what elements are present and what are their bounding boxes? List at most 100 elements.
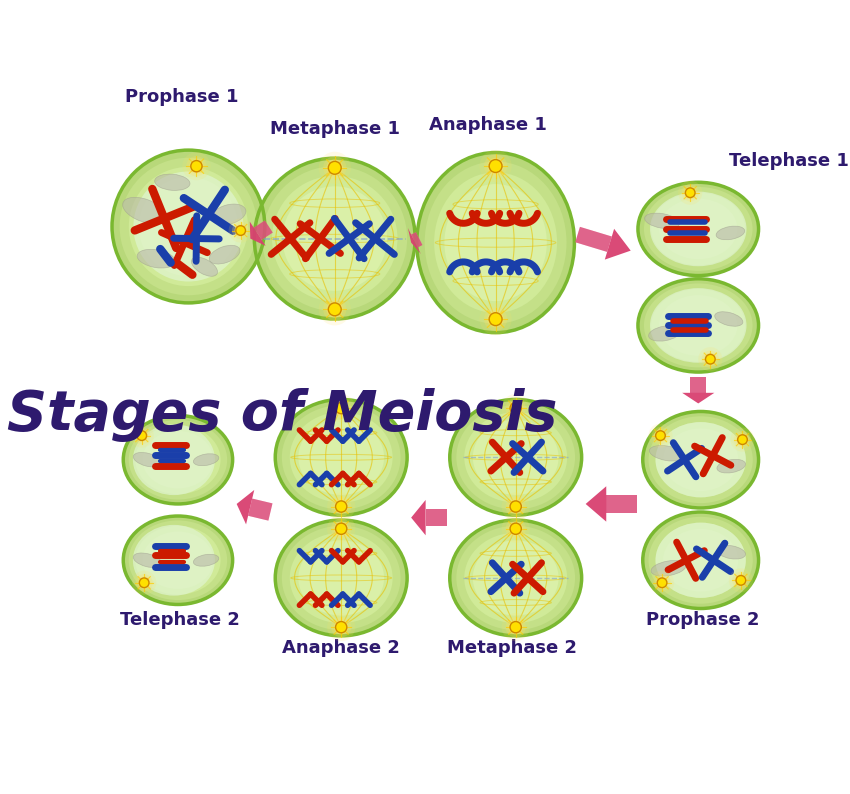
Ellipse shape <box>651 192 745 265</box>
Polygon shape <box>683 393 714 403</box>
Circle shape <box>326 301 343 318</box>
Ellipse shape <box>155 174 190 191</box>
Circle shape <box>232 222 249 239</box>
Circle shape <box>133 427 150 445</box>
Circle shape <box>736 434 749 446</box>
Ellipse shape <box>650 191 746 266</box>
Circle shape <box>137 431 146 441</box>
Ellipse shape <box>649 326 680 341</box>
Ellipse shape <box>290 412 393 503</box>
Polygon shape <box>254 221 273 240</box>
Ellipse shape <box>649 416 753 503</box>
Circle shape <box>502 394 530 422</box>
Ellipse shape <box>272 175 398 301</box>
Circle shape <box>336 403 347 414</box>
Ellipse shape <box>254 158 415 319</box>
Circle shape <box>138 576 150 589</box>
Circle shape <box>489 313 502 326</box>
Ellipse shape <box>137 249 175 268</box>
Circle shape <box>730 427 755 452</box>
Circle shape <box>510 501 521 512</box>
Circle shape <box>323 156 346 179</box>
Circle shape <box>684 187 696 199</box>
Circle shape <box>657 578 667 588</box>
Text: Prophase 2: Prophase 2 <box>646 611 760 629</box>
Circle shape <box>336 523 347 534</box>
Circle shape <box>132 571 156 595</box>
Circle shape <box>506 617 526 638</box>
Circle shape <box>734 431 751 449</box>
Ellipse shape <box>450 520 581 636</box>
Ellipse shape <box>651 561 686 576</box>
Circle shape <box>502 613 530 642</box>
Ellipse shape <box>643 411 758 508</box>
Text: Stages of Meiosis: Stages of Meiosis <box>8 388 558 442</box>
Circle shape <box>139 578 149 588</box>
Circle shape <box>502 492 530 521</box>
Polygon shape <box>586 486 606 522</box>
Ellipse shape <box>128 520 227 600</box>
Polygon shape <box>605 229 631 260</box>
Circle shape <box>487 158 504 175</box>
Ellipse shape <box>717 545 745 559</box>
Ellipse shape <box>139 177 238 276</box>
Circle shape <box>656 576 668 589</box>
Circle shape <box>319 152 351 184</box>
Circle shape <box>732 572 750 589</box>
Polygon shape <box>411 232 422 248</box>
Ellipse shape <box>651 289 745 362</box>
Ellipse shape <box>638 183 758 276</box>
Ellipse shape <box>663 429 739 491</box>
Circle shape <box>738 435 747 445</box>
Circle shape <box>326 160 343 176</box>
Circle shape <box>479 150 512 182</box>
Ellipse shape <box>122 198 166 224</box>
Ellipse shape <box>133 553 162 568</box>
Ellipse shape <box>715 312 743 326</box>
Circle shape <box>334 499 348 514</box>
Circle shape <box>508 522 523 536</box>
Circle shape <box>701 350 719 368</box>
Ellipse shape <box>643 512 758 608</box>
Circle shape <box>484 155 507 178</box>
Ellipse shape <box>663 529 739 592</box>
Circle shape <box>319 293 351 326</box>
Ellipse shape <box>644 213 679 229</box>
Ellipse shape <box>143 531 213 589</box>
Ellipse shape <box>191 257 218 276</box>
Circle shape <box>510 622 521 633</box>
Circle shape <box>334 401 348 415</box>
Circle shape <box>130 423 154 448</box>
Polygon shape <box>411 232 422 248</box>
Polygon shape <box>250 222 265 246</box>
Circle shape <box>336 622 347 633</box>
Text: Telephase 2: Telephase 2 <box>121 611 241 629</box>
Ellipse shape <box>644 283 752 368</box>
Ellipse shape <box>473 540 558 615</box>
Circle shape <box>706 354 715 364</box>
Circle shape <box>190 160 202 172</box>
Polygon shape <box>236 490 254 524</box>
Text: Telephase 1: Telephase 1 <box>728 152 848 170</box>
Circle shape <box>336 501 347 512</box>
Polygon shape <box>426 509 447 526</box>
Ellipse shape <box>194 453 218 466</box>
Ellipse shape <box>123 516 233 604</box>
Ellipse shape <box>644 187 752 271</box>
Circle shape <box>678 181 702 205</box>
Polygon shape <box>426 509 447 526</box>
Polygon shape <box>248 499 273 521</box>
Text: Anaphase 1: Anaphase 1 <box>428 116 547 134</box>
Circle shape <box>484 307 507 331</box>
Ellipse shape <box>659 295 738 356</box>
Circle shape <box>186 156 207 176</box>
Ellipse shape <box>649 445 684 461</box>
Ellipse shape <box>450 399 581 515</box>
Ellipse shape <box>282 187 387 291</box>
Circle shape <box>334 522 348 536</box>
Circle shape <box>331 398 351 418</box>
Ellipse shape <box>275 399 407 515</box>
Circle shape <box>331 496 351 517</box>
Circle shape <box>327 394 355 422</box>
Circle shape <box>479 303 512 335</box>
